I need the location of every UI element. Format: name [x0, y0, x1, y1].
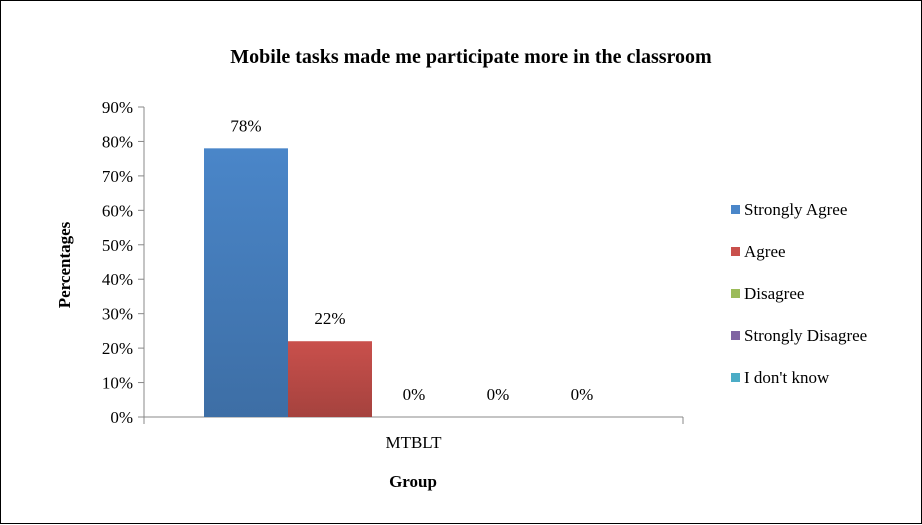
legend-label: Agree [744, 242, 786, 261]
y-tick-label: 90% [102, 98, 133, 117]
legend-label: Disagree [744, 284, 804, 303]
x-tick-label: MTBLT [385, 433, 442, 452]
bar-agree [288, 341, 372, 417]
data-label: 0% [403, 385, 426, 404]
y-tick-label: 50% [102, 236, 133, 255]
legend-swatch [731, 289, 740, 298]
chart-title: Mobile tasks made me participate more in… [230, 46, 712, 68]
y-axis-title: Percentages [55, 221, 74, 308]
legend: Strongly Agree Agree Disagree Strongly Disa… [731, 200, 867, 387]
y-tick-label: 40% [102, 270, 133, 289]
legend-swatch [731, 247, 740, 256]
y-tick-label: 10% [102, 374, 133, 393]
bar-strongly-agree [204, 148, 288, 418]
data-label: 22% [314, 309, 345, 328]
y-tick-label: 70% [102, 167, 133, 186]
y-tick-label: 80% [102, 132, 133, 151]
legend-label: Strongly Agree [744, 200, 847, 219]
x-axis-title: Group [389, 472, 437, 491]
y-tick-label: 30% [102, 305, 133, 324]
legend-swatch [731, 331, 740, 340]
y-tick-label: 20% [102, 339, 133, 358]
bars [204, 148, 372, 418]
data-label: 0% [571, 385, 594, 404]
data-label: 0% [487, 385, 510, 404]
data-labels: 78% 22% 0% 0% 0% [230, 116, 593, 404]
legend-label: I don't know [744, 368, 830, 387]
data-label: 78% [230, 116, 261, 135]
legend-swatch [731, 205, 740, 214]
y-tick-label: 60% [102, 201, 133, 220]
y-axis: 0% 10% 20% 30% 40% 50% 60% 70% 80% 90% [102, 98, 145, 427]
x-axis: MTBLT [143, 416, 684, 452]
legend-label: Strongly Disagree [744, 326, 867, 345]
legend-swatch [731, 373, 740, 382]
y-tick-label: 0% [110, 408, 133, 427]
